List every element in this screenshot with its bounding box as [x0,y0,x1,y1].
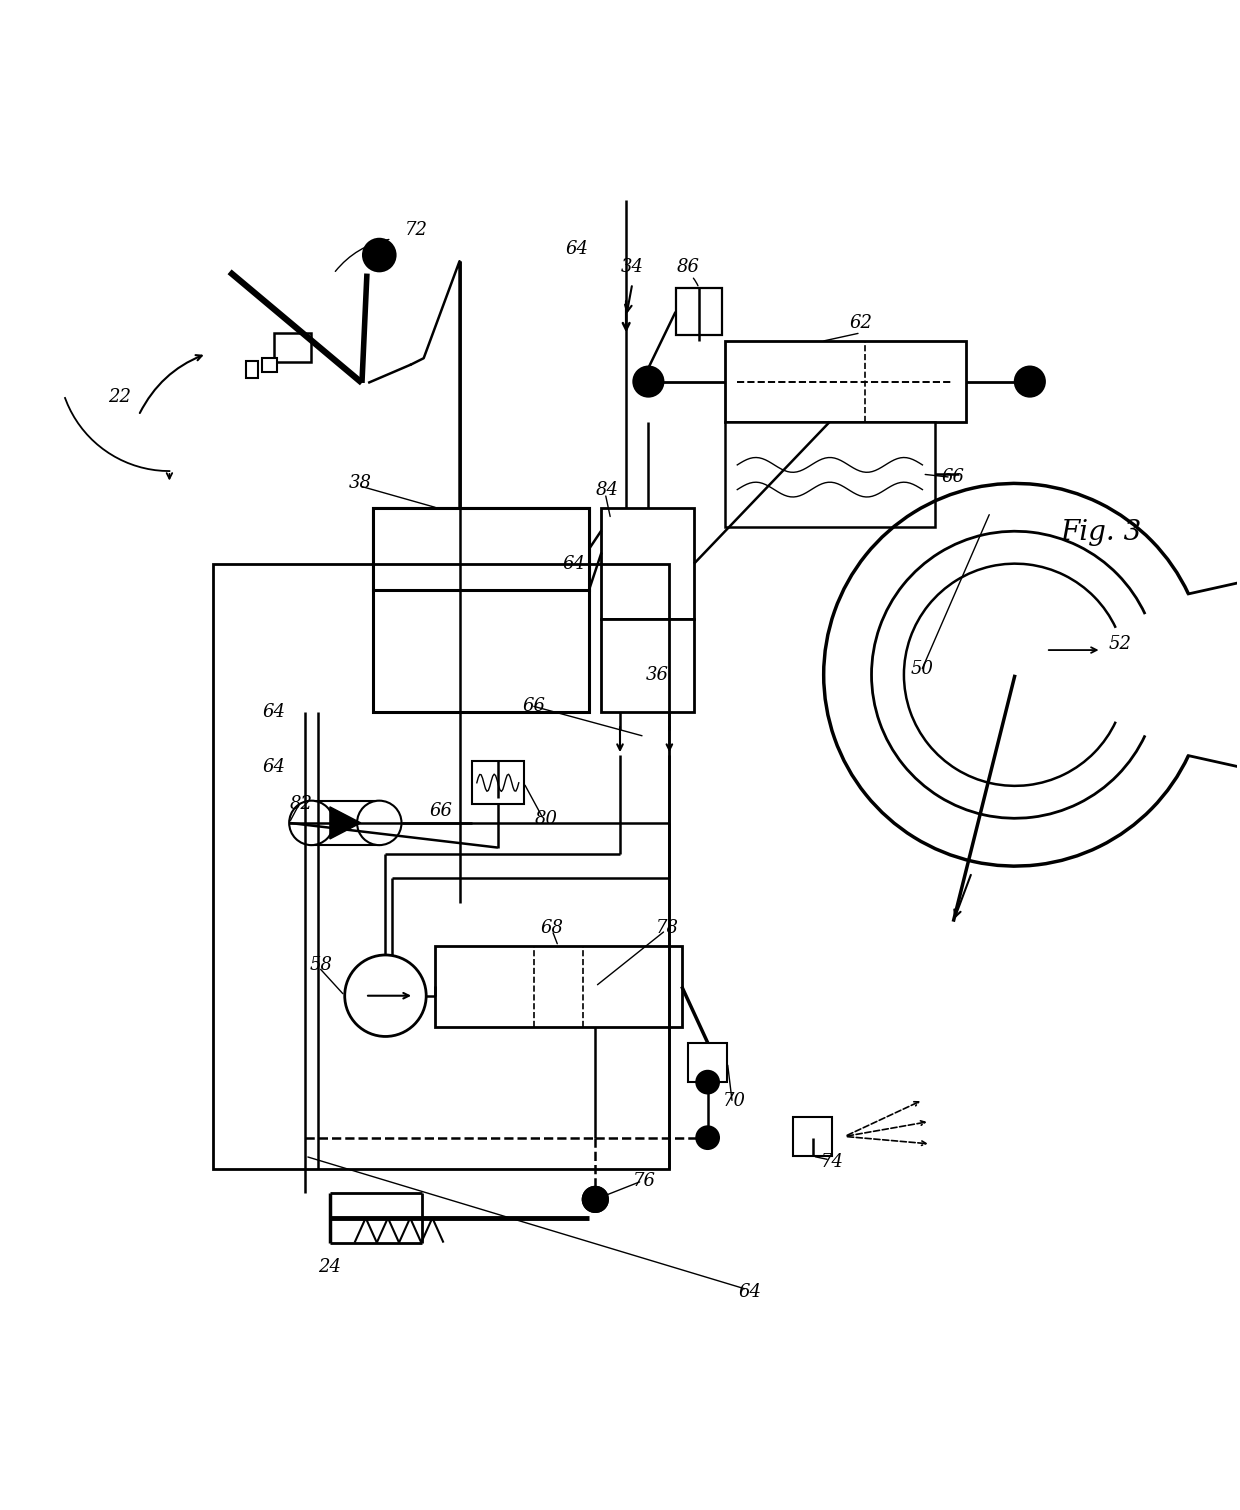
Text: 24: 24 [319,1258,341,1276]
Text: 34: 34 [621,258,644,276]
Text: 78: 78 [656,918,678,936]
Polygon shape [330,806,361,840]
Bar [472,761,523,805]
Circle shape [1016,367,1044,397]
Text: 64: 64 [565,240,588,258]
Bar [792,1117,832,1157]
Text: 76: 76 [634,1172,656,1190]
Text: 74: 74 [821,1154,844,1172]
Text: 70: 70 [723,1092,746,1110]
Bar [601,507,694,619]
Text: 62: 62 [849,314,872,332]
Bar [676,288,723,335]
Bar [262,358,277,373]
Text: 38: 38 [350,474,372,492]
Text: 36: 36 [646,666,668,684]
Bar [601,619,694,711]
Text: 64: 64 [738,1284,761,1302]
Bar [373,507,589,589]
Bar [246,361,258,379]
Bar [311,800,379,846]
Bar [725,341,966,421]
Text: 66: 66 [942,468,965,486]
Circle shape [289,800,334,846]
Text: 64: 64 [563,554,585,572]
Text: Fig. 3: Fig. 3 [1060,519,1142,547]
Circle shape [697,1126,719,1149]
Text: 84: 84 [596,480,619,498]
Text: 66: 66 [522,696,546,714]
Circle shape [357,800,402,846]
Text: 22: 22 [109,388,131,406]
Bar [688,1042,728,1083]
Bar [725,421,935,527]
Bar [212,563,670,1169]
Text: 50: 50 [911,660,934,678]
Circle shape [583,1187,608,1211]
Text: 66: 66 [429,802,453,820]
Bar [274,332,311,362]
Text: 80: 80 [534,811,558,827]
Text: 82: 82 [290,796,312,814]
Bar [435,947,682,1027]
Text: 58: 58 [310,956,332,974]
Text: 64: 64 [263,702,286,720]
Text: 52: 52 [1109,634,1131,652]
Circle shape [363,239,396,272]
Bar [373,507,589,711]
Text: 64: 64 [263,758,286,776]
Text: 68: 68 [541,918,564,936]
Text: 72: 72 [404,222,428,240]
Circle shape [634,367,663,397]
Circle shape [583,1187,608,1211]
Circle shape [697,1071,719,1093]
Circle shape [345,954,427,1036]
Text: 86: 86 [676,258,699,276]
